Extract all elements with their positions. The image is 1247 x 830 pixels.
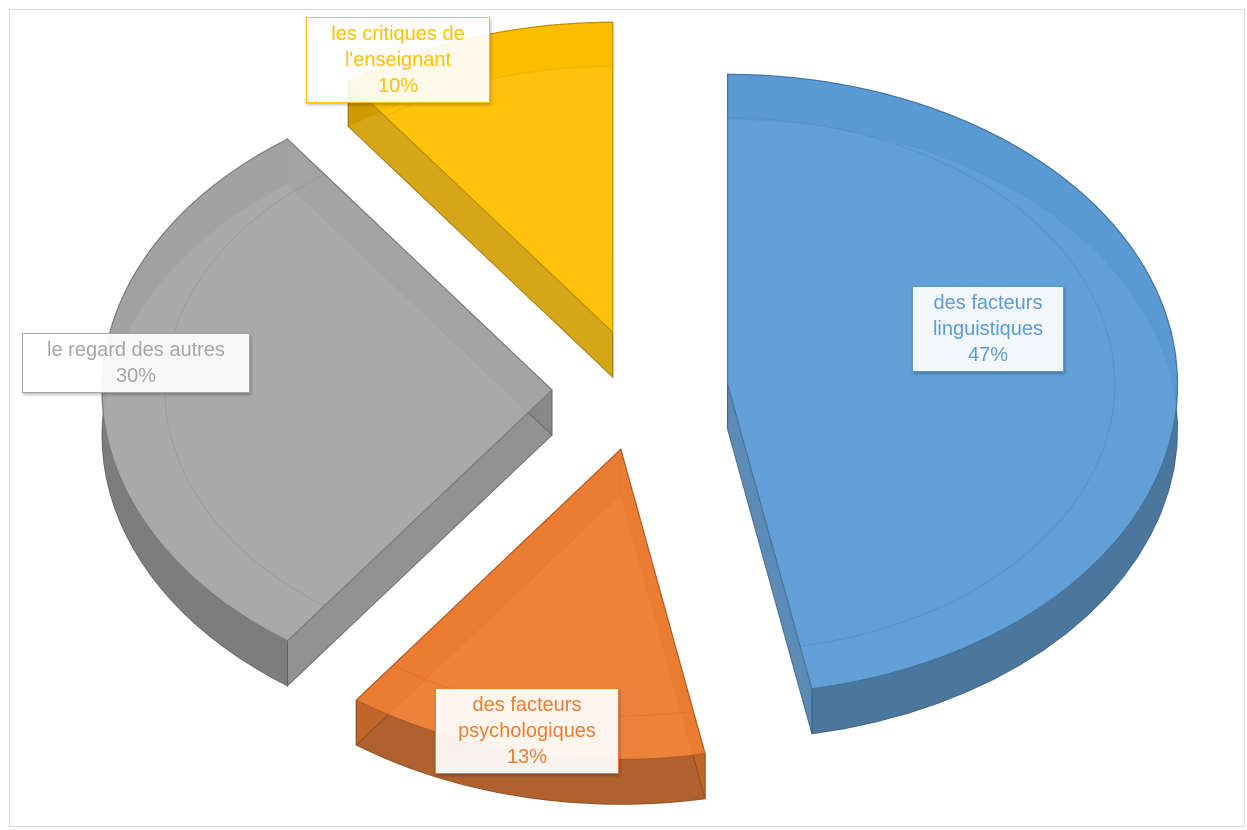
label-percent: 30%	[115, 365, 157, 387]
data-label-linguistiques: des facteurs linguistiques 47%	[912, 286, 1064, 372]
data-label-psychologiques: des facteurs psychologiques 13%	[435, 688, 619, 774]
slice-bevel-3	[385, 65, 613, 118]
label-line: les critiques de	[331, 23, 465, 45]
label-line: le regard des autres	[47, 339, 225, 361]
label-line: linguistiques	[932, 318, 1044, 340]
slice-0	[726, 73, 1179, 690]
slice-bevel-0	[727, 117, 1116, 647]
label-line: des facteurs	[472, 694, 582, 716]
data-label-critiques: les critiques de l'enseignant 10%	[306, 17, 490, 103]
label-line: l'enseignant	[344, 49, 452, 71]
label-line: des facteurs	[933, 292, 1043, 314]
label-percent: 47%	[967, 344, 1009, 366]
data-label-regard: le regard des autres 30%	[22, 333, 250, 393]
label-percent: 13%	[506, 746, 548, 768]
label-line: psychologiques	[458, 720, 596, 742]
label-percent: 10%	[377, 75, 419, 97]
